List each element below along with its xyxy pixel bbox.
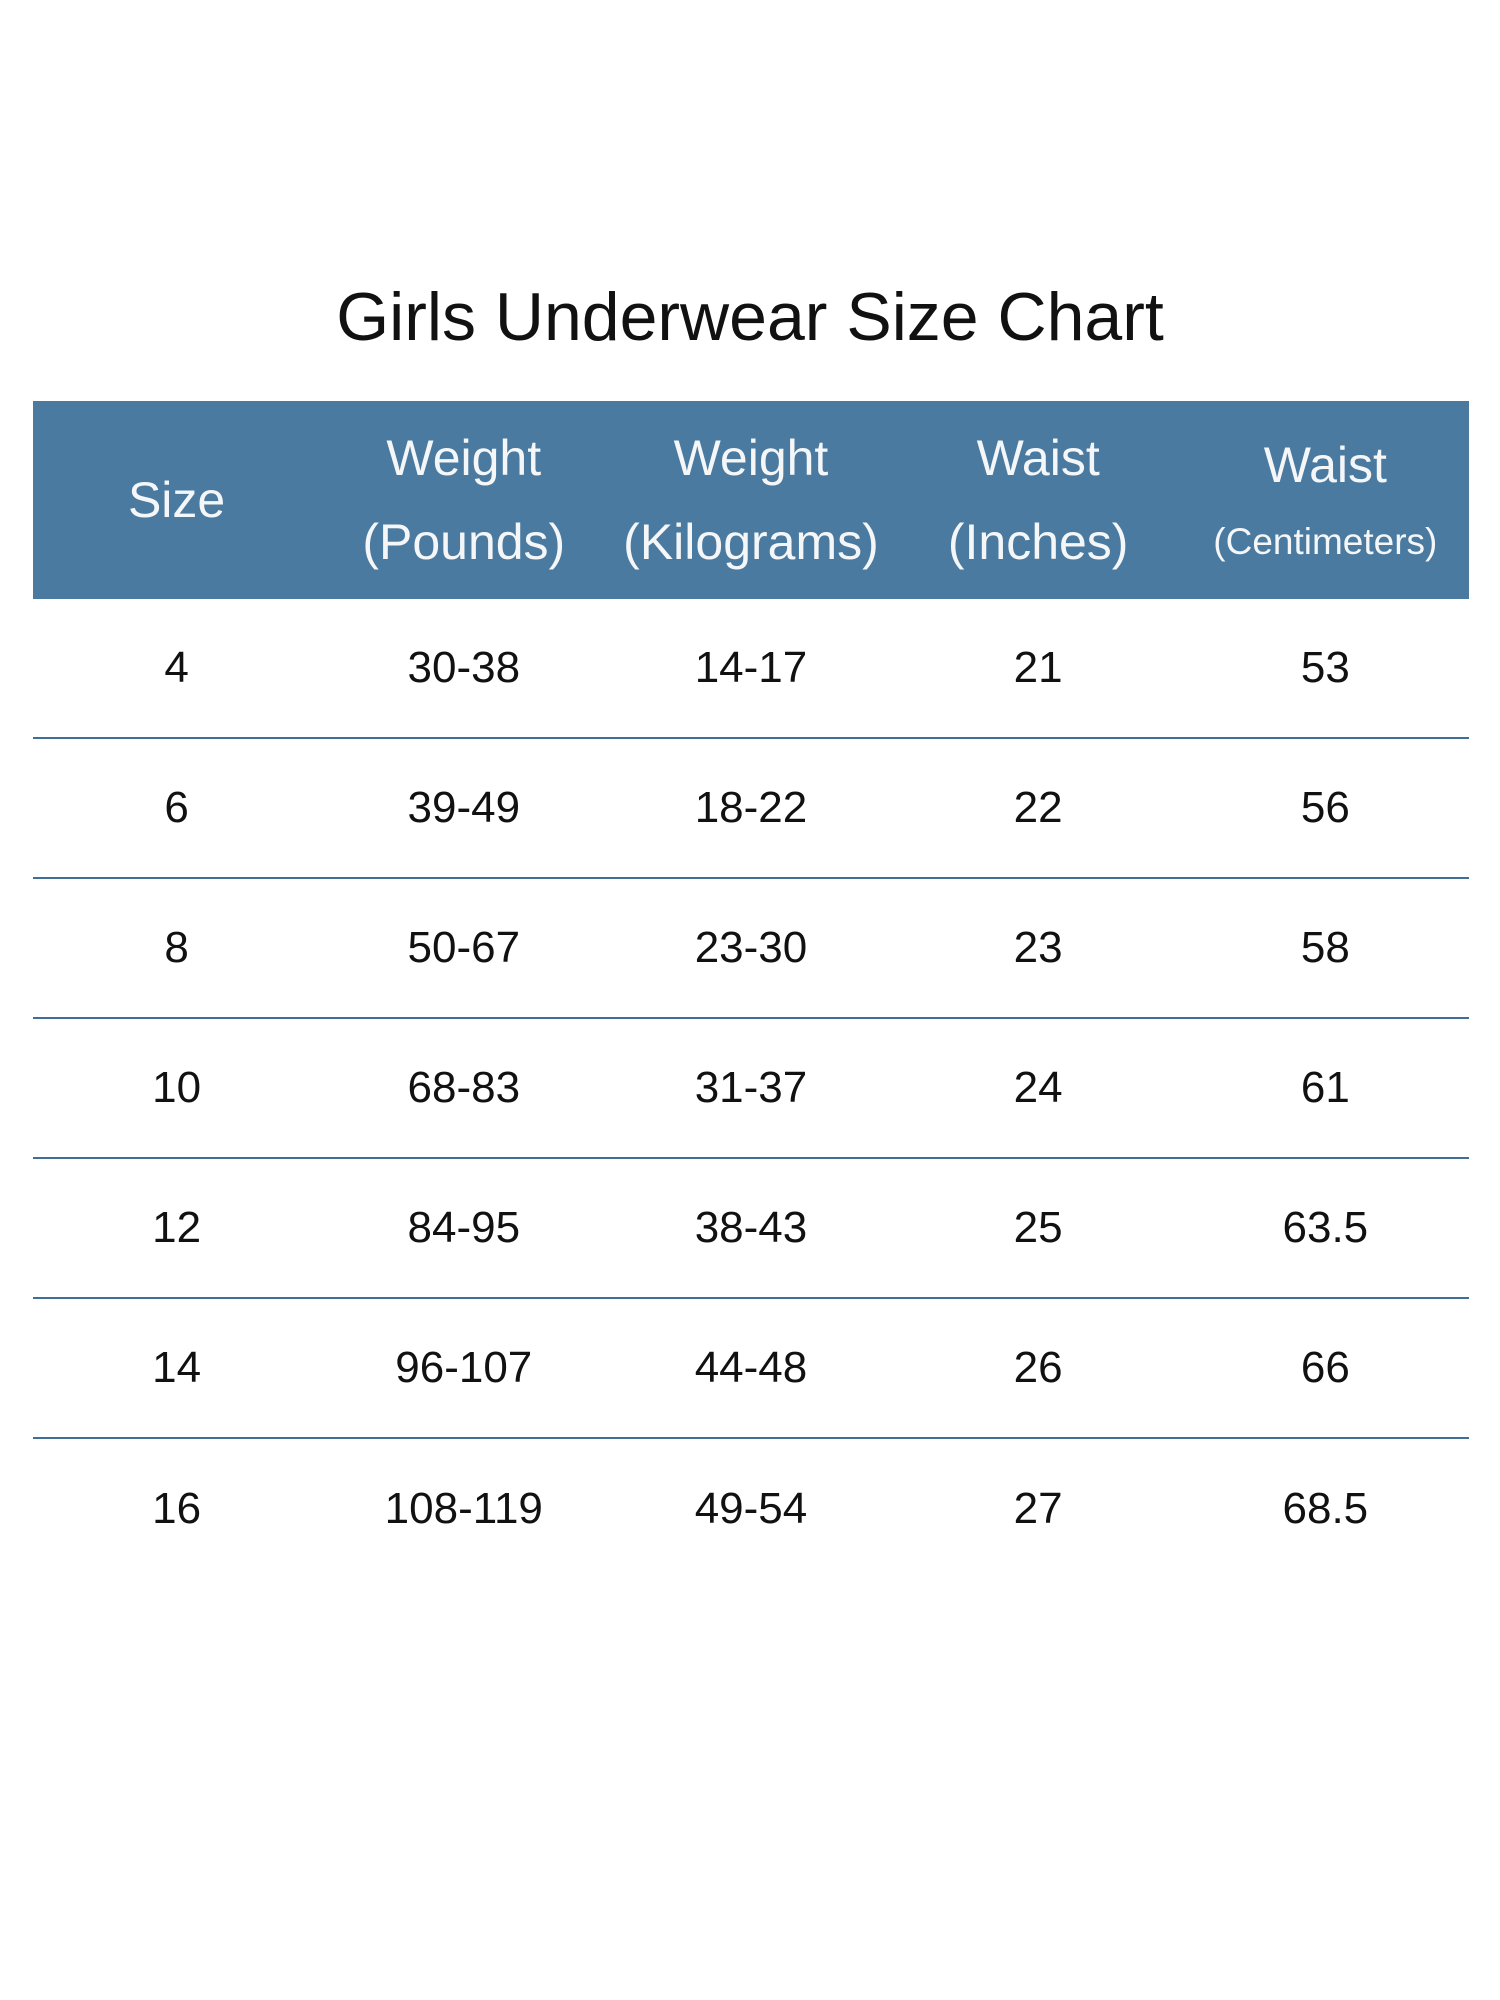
cell-weight-kilograms: 31-37 xyxy=(694,1063,808,1112)
cell-size: 10 xyxy=(152,1063,202,1112)
header-label: Waist xyxy=(976,430,1100,486)
header-label: Weight xyxy=(386,430,542,486)
cell-weight-kilograms: 38-43 xyxy=(694,1203,808,1252)
header-label: Weight xyxy=(673,430,829,486)
table-row: 16 108-119 49-54 27 68.5 xyxy=(33,1439,1469,1579)
header-weight-kilograms: Weight (Kilograms) xyxy=(607,401,894,599)
cell-weight-pounds: 96-107 xyxy=(395,1343,533,1392)
cell-waist-inches: 25 xyxy=(1013,1203,1063,1252)
cell-weight-kilograms: 14-17 xyxy=(694,643,808,692)
table-row: 4 30-38 14-17 21 53 xyxy=(33,599,1469,739)
header-label: Waist xyxy=(1263,437,1387,493)
cell-waist-centimeters: 66 xyxy=(1300,1343,1350,1392)
cell-weight-kilograms: 23-30 xyxy=(694,923,808,972)
header-label: Size xyxy=(127,472,226,528)
cell-waist-inches: 24 xyxy=(1013,1063,1063,1112)
table-row: 10 68-83 31-37 24 61 xyxy=(33,1019,1469,1159)
header-waist-inches: Waist (Inches) xyxy=(895,401,1182,599)
table-row: 6 39-49 18-22 22 56 xyxy=(33,739,1469,879)
cell-size: 16 xyxy=(152,1484,202,1533)
cell-size: 8 xyxy=(164,923,189,972)
cell-waist-inches: 27 xyxy=(1013,1484,1063,1533)
cell-weight-pounds: 108-119 xyxy=(384,1484,543,1533)
cell-waist-centimeters: 68.5 xyxy=(1282,1484,1369,1533)
cell-weight-pounds: 68-83 xyxy=(407,1063,521,1112)
header-weight-pounds: Weight (Pounds) xyxy=(320,401,607,599)
header-unit: (Centimeters) xyxy=(1213,521,1438,562)
cell-waist-centimeters: 61 xyxy=(1300,1063,1350,1112)
cell-weight-pounds: 30-38 xyxy=(407,643,521,692)
table-row: 14 96-107 44-48 26 66 xyxy=(33,1299,1469,1439)
header-unit: (Kilograms) xyxy=(623,514,879,570)
header-size: Size xyxy=(33,401,320,599)
cell-waist-centimeters: 56 xyxy=(1300,783,1350,832)
cell-weight-kilograms: 44-48 xyxy=(694,1343,808,1392)
table-row: 12 84-95 38-43 25 63.5 xyxy=(33,1159,1469,1299)
cell-size: 14 xyxy=(152,1343,202,1392)
header-unit: (Inches) xyxy=(947,514,1129,570)
cell-weight-pounds: 39-49 xyxy=(407,783,521,832)
cell-waist-centimeters: 63.5 xyxy=(1282,1203,1369,1252)
cell-waist-centimeters: 58 xyxy=(1300,923,1350,972)
cell-size: 6 xyxy=(164,783,189,832)
cell-waist-inches: 21 xyxy=(1013,643,1063,692)
cell-size: 12 xyxy=(152,1203,202,1252)
cell-weight-pounds: 50-67 xyxy=(407,923,521,972)
cell-size: 4 xyxy=(164,643,189,692)
table-header: Size Weight (Pounds) Weight (Kilograms) … xyxy=(33,401,1469,599)
cell-weight-kilograms: 49-54 xyxy=(694,1484,808,1533)
cell-waist-centimeters: 53 xyxy=(1300,643,1350,692)
table-row: 8 50-67 23-30 23 58 xyxy=(33,879,1469,1019)
page-title: Girls Underwear Size Chart xyxy=(336,279,1164,355)
size-chart-table: Size Weight (Pounds) Weight (Kilograms) … xyxy=(33,401,1469,1579)
cell-weight-kilograms: 18-22 xyxy=(694,783,808,832)
header-waist-centimeters: Waist (Centimeters) xyxy=(1182,401,1469,599)
cell-waist-inches: 23 xyxy=(1013,923,1063,972)
cell-weight-pounds: 84-95 xyxy=(407,1203,521,1252)
cell-waist-inches: 22 xyxy=(1013,783,1063,832)
header-unit: (Pounds) xyxy=(362,514,566,570)
cell-waist-inches: 26 xyxy=(1013,1343,1063,1392)
